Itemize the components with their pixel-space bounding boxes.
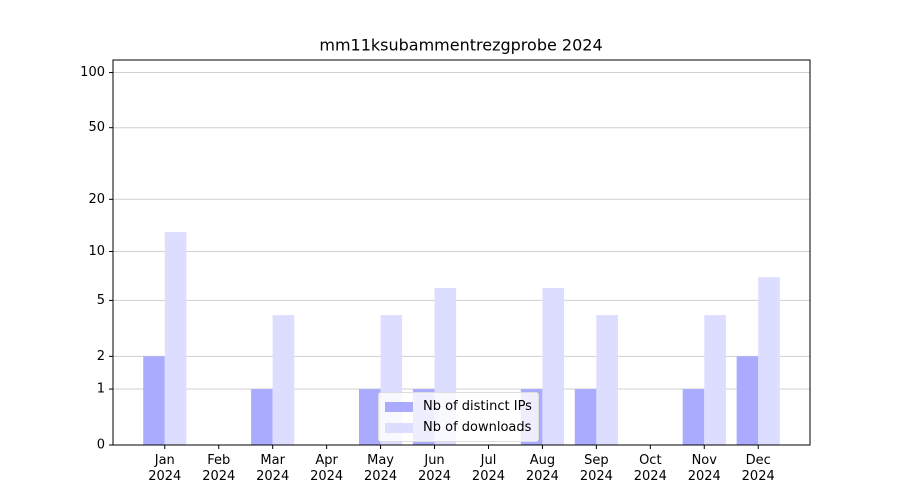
x-tick-label: Apr 2024 [310,453,344,484]
bar [251,389,273,445]
y-tick-label: 5 [97,293,105,308]
x-tick-label: Aug 2024 [525,453,559,484]
x-tick-label: Jul 2024 [471,453,506,484]
bar [143,356,165,445]
bar [704,315,726,445]
y-tick-label: 50 [88,120,105,135]
chart-title: mm11ksubammentrezgprobe 2024 [319,36,602,55]
bar [736,356,759,445]
legend-item: Nb of distinct IPs [385,396,532,417]
bar [596,315,618,445]
x-tick-label: Jun 2024 [417,453,452,484]
y-tick-label: 100 [80,65,105,80]
bar [682,389,705,445]
bar [164,232,187,445]
bar [272,315,295,445]
x-tick-label: Sep 2024 [579,453,613,484]
bar [542,287,564,445]
x-tick-label: May 2024 [364,453,398,484]
legend-label: Nb of downloads [423,420,532,435]
legend-label: Nb of distinct IPs [423,399,532,414]
y-tick-label: 1 [97,382,105,397]
x-tick-label: Mar 2024 [256,453,290,484]
bar [574,389,597,445]
x-tick-label: Dec 2024 [741,453,775,484]
x-tick-label: Jan 2024 [148,453,182,484]
x-tick-label: Feb 2024 [202,453,236,484]
y-tick-label: 2 [97,349,105,364]
legend-swatch [385,401,413,412]
y-tick-label: 20 [88,192,105,207]
legend-swatch [385,422,413,433]
x-tick-label: Oct 2024 [633,453,667,484]
bar [359,389,381,445]
y-tick-label: 0 [97,438,105,453]
plot-frame [112,59,811,446]
y-tick-label: 10 [88,244,105,259]
legend-item: Nb of downloads [385,417,532,438]
x-tick-label: Nov 2024 [687,453,721,484]
bar [758,277,780,445]
legend: Nb of distinct IPs Nb of downloads [378,392,539,442]
